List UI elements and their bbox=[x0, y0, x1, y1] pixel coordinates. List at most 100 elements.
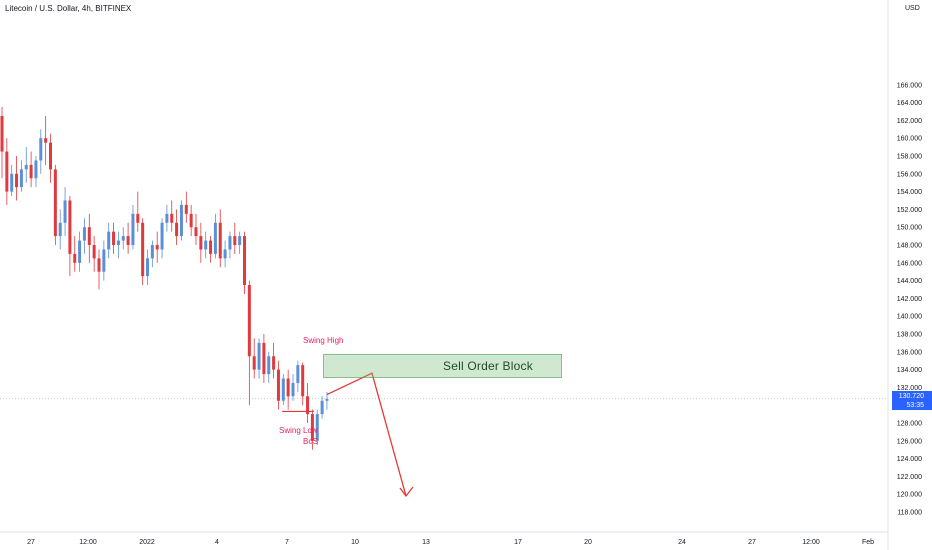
candle-body bbox=[136, 213, 140, 223]
y-tick-label: 156.000 bbox=[897, 171, 922, 178]
candle-body bbox=[131, 213, 135, 246]
x-tick-label: 13 bbox=[422, 539, 430, 546]
candle-body bbox=[170, 213, 174, 223]
candle-body bbox=[68, 200, 72, 254]
y-tick-label: 124.000 bbox=[897, 456, 922, 463]
candle-body bbox=[15, 173, 19, 188]
candle-body bbox=[29, 164, 33, 179]
candle-body bbox=[150, 245, 154, 259]
candle-body bbox=[92, 245, 96, 259]
bar-countdown: 53:35 bbox=[906, 402, 924, 409]
candle-body bbox=[189, 213, 193, 228]
candle-body bbox=[276, 369, 280, 401]
candle-body bbox=[179, 204, 183, 237]
y-tick-label: 146.000 bbox=[897, 260, 922, 267]
candle-body bbox=[286, 378, 290, 397]
x-tick-label: 12:00 bbox=[79, 539, 97, 546]
candle-body bbox=[34, 160, 38, 179]
bos-label: BoS bbox=[303, 437, 319, 446]
y-tick-label: 142.000 bbox=[897, 296, 922, 303]
y-tick-label: 128.000 bbox=[897, 421, 922, 428]
candle-body bbox=[175, 222, 179, 237]
x-tick-label: 7 bbox=[285, 539, 289, 546]
y-tick-label: 136.000 bbox=[897, 349, 922, 356]
candle-body bbox=[320, 400, 324, 415]
y-tick-label: 150.000 bbox=[897, 225, 922, 232]
x-tick-label: 2022 bbox=[139, 539, 155, 546]
y-tick-label: 162.000 bbox=[897, 118, 922, 125]
x-tick-label: 20 bbox=[584, 539, 592, 546]
y-tick-label: 122.000 bbox=[897, 474, 922, 481]
candle-body bbox=[209, 240, 213, 254]
swing-low-label: Swing Low bbox=[279, 426, 318, 435]
symbol-title: Litecoin / U.S. Dollar, 4h, BITFINEX bbox=[5, 4, 132, 13]
projection-path bbox=[326, 372, 407, 497]
y-tick-label: 126.000 bbox=[897, 438, 922, 445]
candle-body bbox=[272, 356, 276, 370]
candle-body bbox=[296, 365, 300, 383]
candle-body bbox=[24, 164, 28, 170]
y-tick-label: 140.000 bbox=[897, 314, 922, 321]
candle-body bbox=[252, 356, 256, 370]
candle-body bbox=[155, 245, 159, 250]
candle-body bbox=[53, 169, 57, 237]
candle-body bbox=[58, 222, 62, 237]
last-price-value: 130.720 bbox=[898, 393, 924, 400]
x-tick-label: 27 bbox=[27, 539, 35, 546]
x-tick-label: 27 bbox=[748, 539, 756, 546]
candle-body bbox=[257, 342, 261, 370]
candle-body bbox=[204, 240, 208, 250]
candle-body bbox=[44, 138, 48, 143]
swing-high-label: Swing High bbox=[303, 336, 344, 345]
y-tick-label: 120.000 bbox=[897, 492, 922, 499]
x-tick-label: 24 bbox=[678, 539, 686, 546]
candle-body bbox=[199, 236, 203, 250]
candle-body bbox=[87, 227, 91, 246]
candle-body bbox=[218, 222, 222, 259]
candle-body bbox=[141, 222, 145, 277]
candle-body bbox=[306, 396, 310, 415]
candle-body bbox=[194, 227, 198, 237]
last-price-tag: 130.720 53:35 bbox=[892, 391, 932, 410]
candle-body bbox=[247, 285, 251, 357]
y-tick-label: 118.000 bbox=[897, 510, 922, 517]
y-tick-label: 160.000 bbox=[897, 136, 922, 143]
y-tick-label: 132.000 bbox=[897, 385, 922, 392]
candle-body bbox=[112, 231, 116, 246]
x-tick-label: 12:00 bbox=[802, 539, 820, 546]
y-tick-label: 148.000 bbox=[897, 243, 922, 250]
y-tick-label: 164.000 bbox=[897, 100, 922, 107]
sell-order-block-label: Sell Order Block bbox=[443, 359, 533, 373]
candle-body bbox=[160, 222, 164, 250]
x-tick-label: 4 bbox=[215, 539, 219, 546]
y-tick-label: 152.000 bbox=[897, 207, 922, 214]
y-tick-label: 154.000 bbox=[897, 189, 922, 196]
candle-body bbox=[82, 227, 86, 241]
candle-body bbox=[10, 173, 14, 192]
candle-body bbox=[233, 236, 237, 246]
candle-body bbox=[281, 378, 285, 401]
x-tick-label: Feb bbox=[862, 539, 874, 546]
candle-body bbox=[228, 236, 232, 250]
candle-body bbox=[49, 142, 52, 170]
candle-body bbox=[184, 204, 188, 214]
candle-body bbox=[213, 222, 217, 254]
candle-body bbox=[19, 169, 23, 188]
candle-body bbox=[126, 236, 130, 246]
candle-body bbox=[78, 240, 82, 263]
candle-body bbox=[116, 240, 120, 246]
candle-body bbox=[121, 236, 125, 241]
candle-body bbox=[5, 151, 9, 192]
x-tick-label: 17 bbox=[514, 539, 522, 546]
candle-body bbox=[146, 258, 149, 277]
y-tick-label: 144.000 bbox=[897, 278, 922, 285]
candle-body bbox=[39, 138, 43, 161]
candle-body bbox=[223, 249, 227, 259]
candle-body bbox=[301, 365, 305, 397]
candle-body bbox=[325, 398, 329, 401]
candle-body bbox=[73, 253, 77, 263]
candle-body bbox=[63, 200, 67, 223]
sell-order-block-zone[interactable] bbox=[323, 354, 562, 378]
y-tick-label: 134.000 bbox=[897, 367, 922, 374]
